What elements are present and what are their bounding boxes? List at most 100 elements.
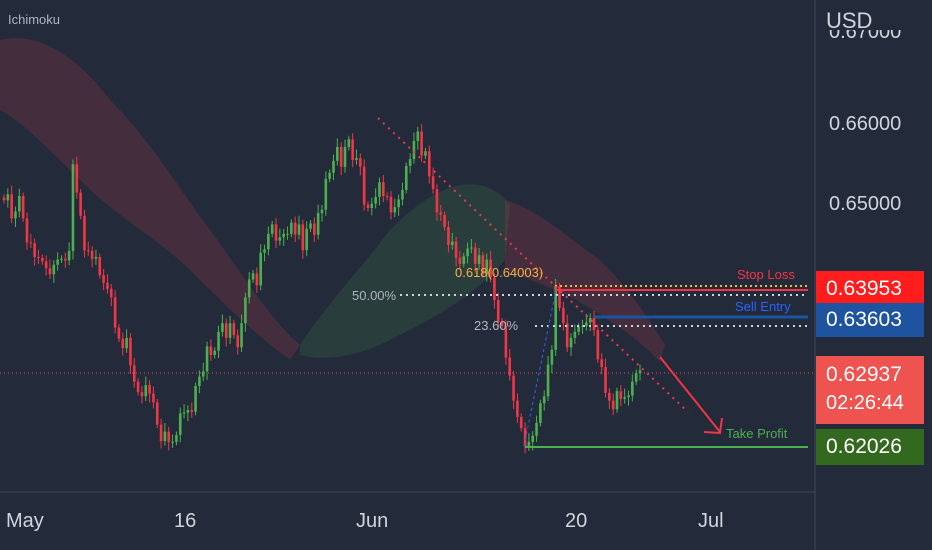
candle-body [631,381,634,396]
candle [416,126,420,150]
candle-body [201,371,205,377]
candle-body [221,323,224,332]
candle-body [236,335,240,348]
candle [132,358,136,388]
last-price-tag[interactable]: 0.62937 02:26:44 [816,356,924,424]
x-tick: Jun [356,510,389,532]
fib-236-label: 23.60% [474,318,519,333]
candle [374,188,377,209]
candle-body [301,224,305,251]
fib-50-label: 50.00% [352,288,397,303]
candle-body [539,403,542,423]
candle-body [155,402,159,425]
candle [508,349,512,381]
candle [152,386,155,409]
candle [439,205,443,221]
candle [546,355,550,402]
candle [71,159,75,260]
candle [447,220,450,253]
candle [523,422,527,454]
candle-body [355,158,358,160]
candle-body [182,412,186,414]
kumo-bearish [0,38,300,360]
candle [600,353,603,375]
candle [462,252,466,268]
candle-body [41,257,44,262]
candle [347,135,351,151]
sell-entry-price-tag[interactable]: 0.63603 [816,303,924,337]
candle-body [228,323,232,338]
candle [67,242,71,266]
fib-connector [523,289,557,447]
candle [573,324,577,344]
candle [473,242,477,273]
x-tick: May [6,510,44,532]
take-profit-price-tag[interactable]: 0.62026 [816,429,924,465]
candle [60,255,63,264]
candle-body [615,391,619,410]
candle [163,422,167,446]
candle [443,211,446,231]
candle-body [412,140,416,160]
indicator-name[interactable]: Ichimoku [8,12,61,27]
candle-body [10,194,13,219]
candle-body [339,147,343,167]
candle [64,252,67,268]
candle [427,145,431,184]
candle-body [2,197,6,201]
candle-body [508,357,512,376]
candle-body [370,203,374,209]
candle-body [102,275,105,283]
candle [56,252,59,271]
candle-body [240,323,243,348]
candle [201,362,205,382]
candle-body [362,166,366,205]
candle-body [638,370,642,374]
candle-body [190,410,194,412]
candle-body [64,258,67,261]
candle [359,153,362,176]
candle-body [194,385,197,412]
candle-body [25,218,29,243]
y-tick: 0.66000 [829,113,902,135]
candle-body [619,391,623,399]
candle [144,376,148,402]
candle-body [462,256,466,264]
candle [213,347,217,359]
candle [148,380,151,403]
candle [313,217,316,242]
candle [117,324,121,343]
candle-body [404,165,408,190]
candle [336,138,339,166]
candle-body [558,286,561,308]
candle-body [519,416,523,429]
candle [638,364,642,381]
candle [366,201,370,212]
candle-body [79,192,82,216]
stop-loss-price-tag[interactable]: 0.63953 [816,271,924,307]
candle [224,318,228,347]
candle [592,310,596,337]
candle [588,313,592,331]
candle-body [565,323,569,348]
candle-body [167,431,171,442]
currency-label[interactable]: USD [826,8,873,33]
candle-body [290,222,293,234]
candle-body [408,159,412,166]
candle-body [554,286,558,350]
candle [205,341,209,380]
candle [175,431,178,446]
candle-body [113,297,117,328]
candle-body [416,131,420,141]
candle [198,370,201,394]
candle [489,251,492,283]
candle-body [634,373,638,382]
candle [140,385,144,404]
candle [6,188,10,208]
bar-countdown: 02:26:44 [826,392,904,414]
candle [466,242,469,264]
candle [297,215,301,240]
candle [397,194,400,216]
candle [83,209,86,258]
